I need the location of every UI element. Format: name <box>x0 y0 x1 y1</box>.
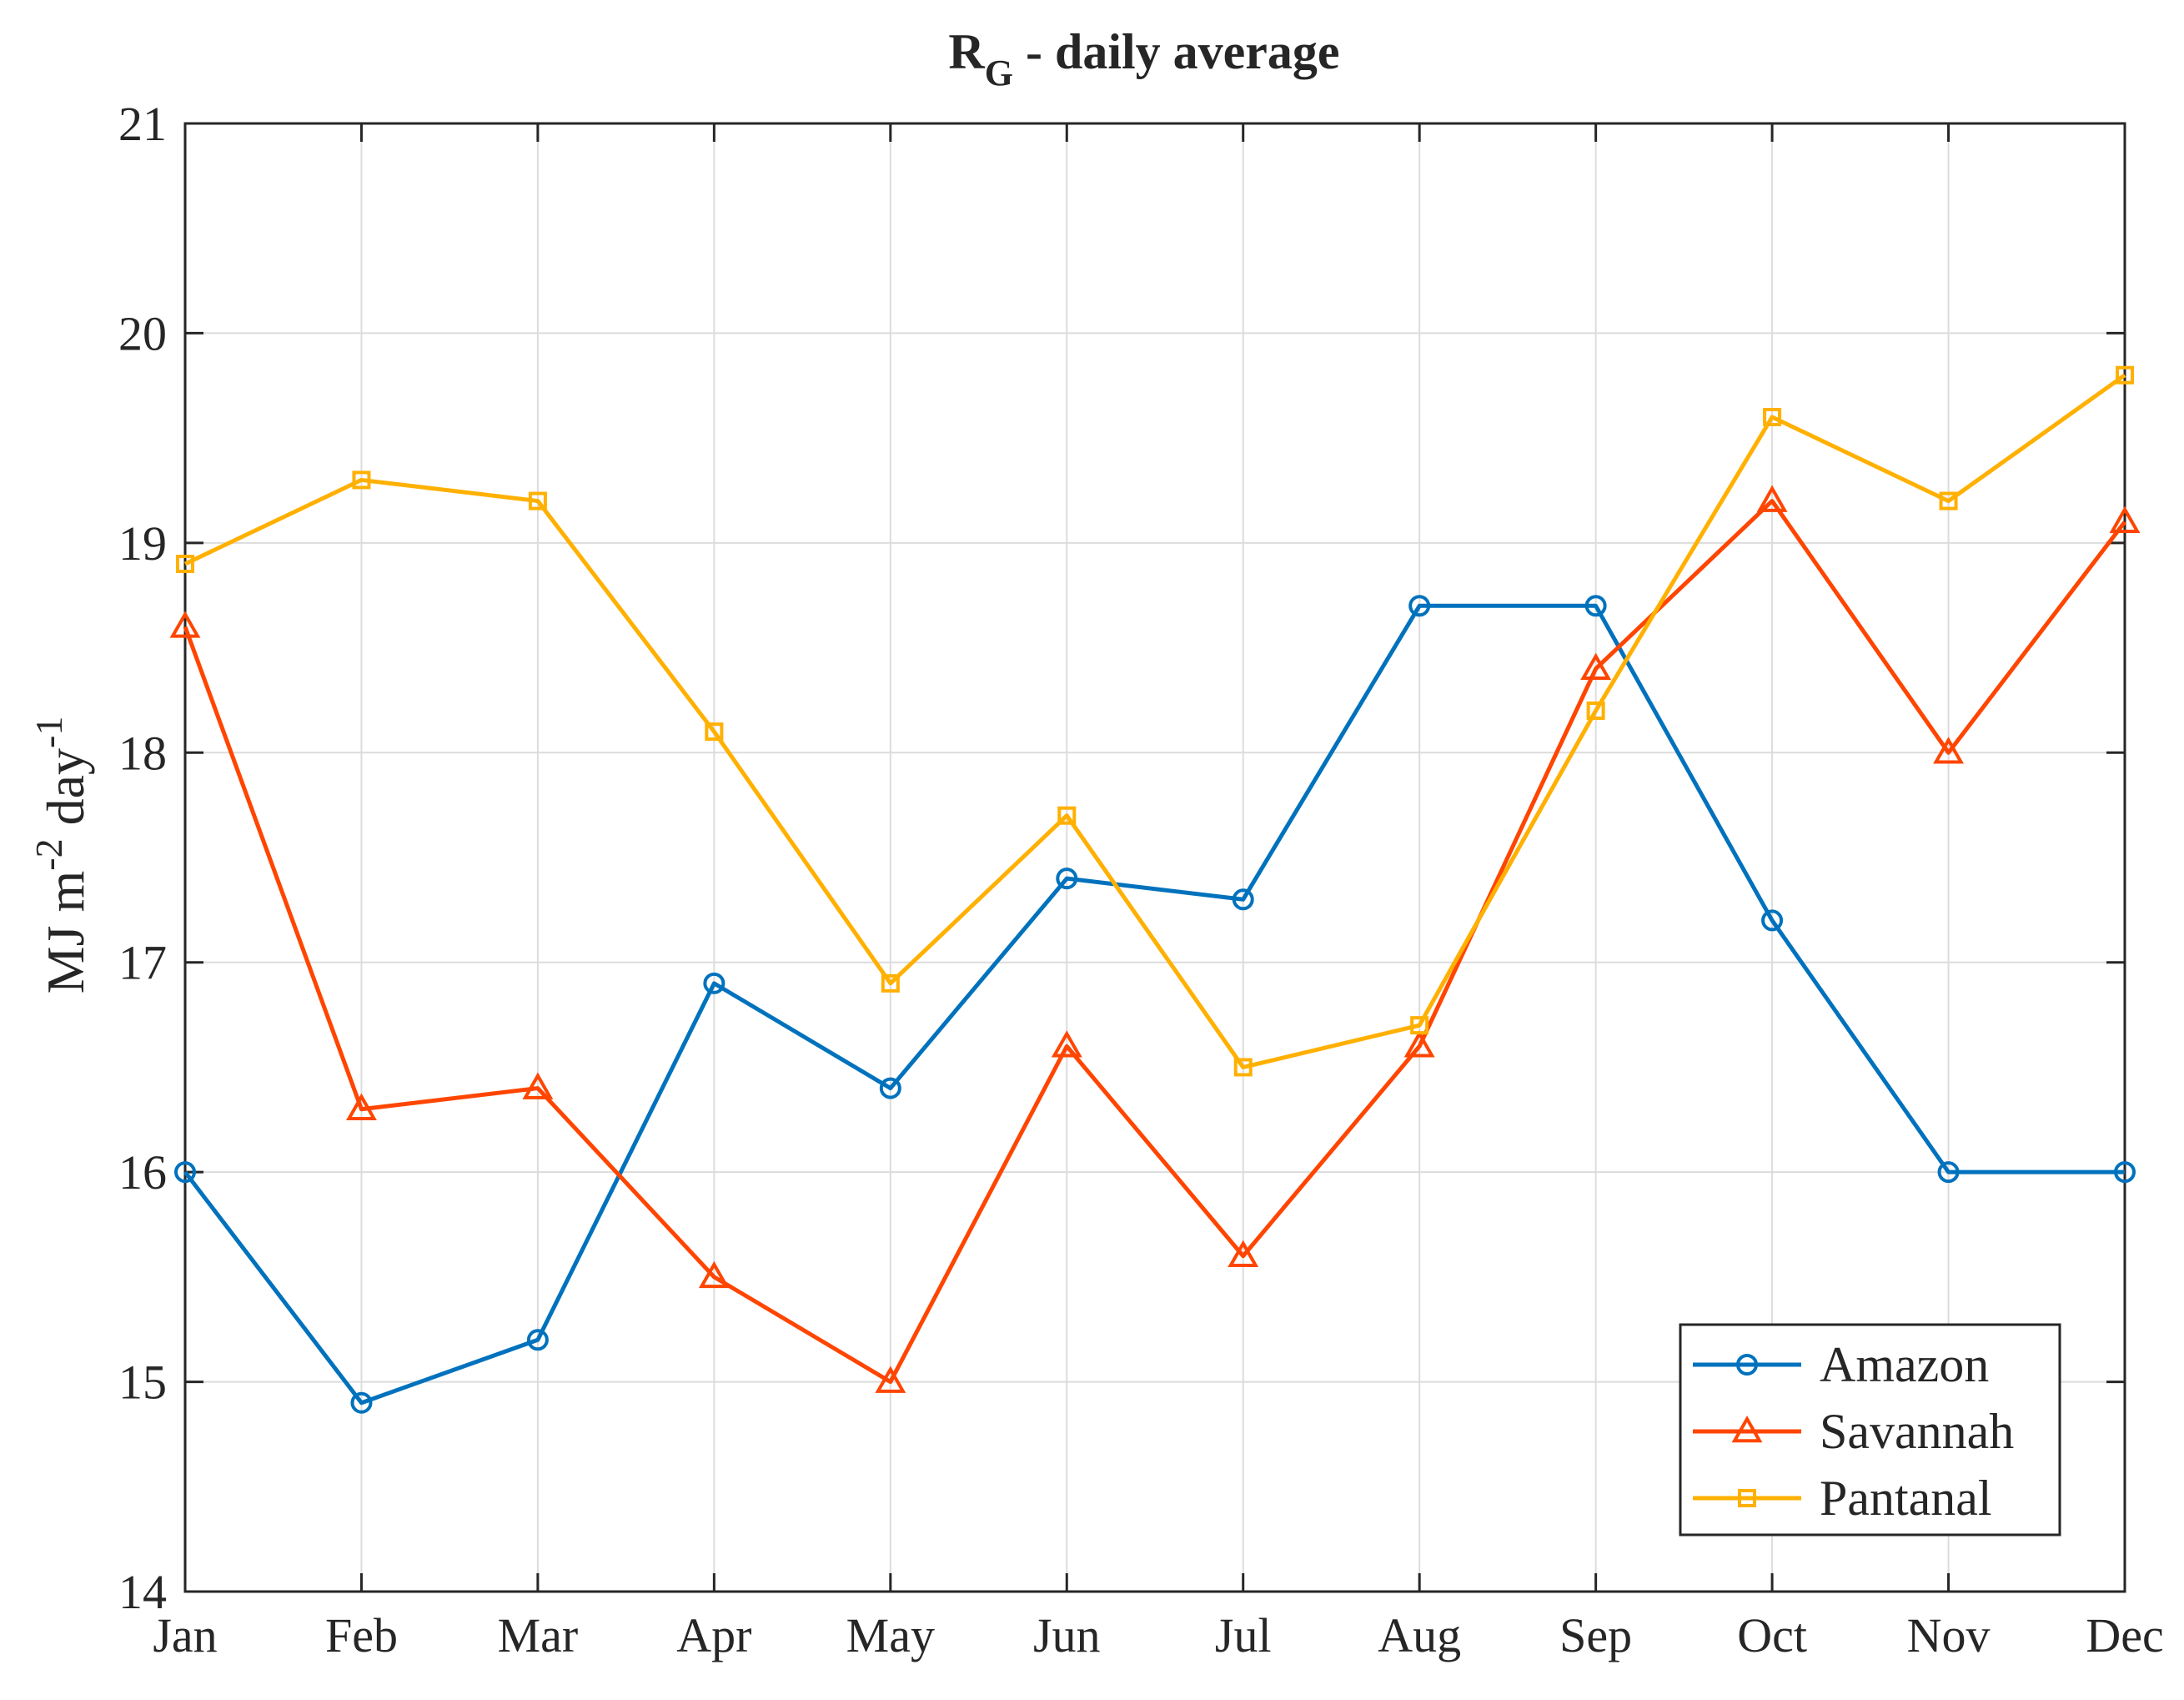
y-tick-label: 16 <box>118 1145 167 1200</box>
data-point-amazon <box>1584 595 1607 617</box>
axes <box>183 122 2126 1593</box>
data-point-pantanal <box>1057 806 1077 825</box>
data-point-savannah <box>1051 1030 1082 1058</box>
data-point-amazon <box>703 972 725 994</box>
series-savannah <box>169 485 2141 1393</box>
data-point-pantanal <box>352 470 371 490</box>
x-tick-label: May <box>846 1608 935 1662</box>
x-tick-label: Apr <box>676 1608 751 1662</box>
data-point-amazon <box>1761 909 1784 932</box>
y-axis-label-part1: MJ m <box>36 871 95 994</box>
legend-marker <box>1736 1354 1758 1376</box>
legend-item-pantanal: Pantanal <box>1693 1471 1992 1526</box>
x-tick-label: Oct <box>1737 1608 1807 1662</box>
legend-item-amazon: Amazon <box>1693 1337 1989 1392</box>
series-line-amazon <box>183 603 2125 1406</box>
data-point-amazon <box>1937 1161 1960 1184</box>
legend: Amazon Savannah Pantanal <box>1679 1323 2061 1537</box>
data-point-pantanal <box>1233 1058 1253 1077</box>
y-tick-label: 18 <box>118 726 167 780</box>
y-axis-label: MJ m-2 day-1 <box>28 717 95 994</box>
data-point-pantanal <box>528 491 547 511</box>
data-point-savannah <box>698 1260 730 1289</box>
data-point-amazon <box>350 1391 373 1414</box>
legend-items: Amazon Savannah Pantanal <box>1693 1337 2014 1526</box>
y-tick-label: 19 <box>118 516 167 571</box>
y-tick-label: 20 <box>118 306 167 360</box>
y-axis-label-sup1: -2 <box>28 838 70 870</box>
data-point-savannah <box>1228 1240 1259 1267</box>
chart-title-subscript: G <box>985 53 1013 93</box>
data-point-amazon <box>1232 888 1254 911</box>
y-tick-label: 17 <box>118 936 167 990</box>
data-series <box>169 365 2141 1414</box>
x-tick-label: Sep <box>1559 1608 1632 1662</box>
data-point-pantanal <box>176 555 194 573</box>
data-point-pantanal <box>705 722 724 742</box>
y-tick-label: 15 <box>118 1355 167 1410</box>
legend-marker <box>1738 1489 1756 1507</box>
x-tick-label: Nov <box>1907 1608 1991 1662</box>
legend-marker <box>1731 1415 1763 1443</box>
series-line-savannah <box>183 499 2126 1385</box>
x-tick-label: Jan <box>153 1608 217 1662</box>
x-tick-label: Mar <box>498 1608 579 1662</box>
x-tick-label: Aug <box>1378 1608 1461 1662</box>
data-point-pantanal <box>2116 365 2134 385</box>
chart-title-main: R <box>948 24 985 79</box>
chart-title-rest: - daily average <box>1013 24 1340 79</box>
y-axis-label-part2: day <box>36 748 95 838</box>
x-tick-label: Feb <box>325 1608 398 1662</box>
data-point-amazon <box>879 1077 901 1099</box>
data-point-savannah <box>2109 505 2141 533</box>
x-tick-label: Jun <box>1033 1608 1101 1662</box>
data-point-pantanal <box>1586 702 1605 720</box>
y-axis-label-sup2: -1 <box>28 717 70 748</box>
data-point-pantanal <box>1939 491 1958 511</box>
legend-label: Pantanal <box>1820 1471 1992 1526</box>
data-point-pantanal <box>1763 408 1782 426</box>
tick-labels: Jan Feb Mar Apr May Jun Jul Aug Sep Oct Nov Dec 14 15… <box>118 97 2164 1662</box>
plot-area-border <box>183 122 2126 1593</box>
data-point-amazon <box>174 1161 196 1184</box>
data-point-amazon <box>2114 1161 2136 1184</box>
series-amazon <box>174 595 2136 1414</box>
series-pantanal <box>176 365 2134 1077</box>
data-point-savannah <box>875 1366 906 1393</box>
data-point-savannah <box>169 611 201 638</box>
legend-label: Savannah <box>1820 1404 2014 1459</box>
data-point-pantanal <box>881 973 900 993</box>
data-point-savannah <box>1756 485 1788 512</box>
data-point-pantanal <box>1410 1016 1429 1035</box>
x-tick-label: Dec <box>2086 1608 2163 1662</box>
data-point-amazon <box>526 1329 549 1351</box>
data-point-amazon <box>1056 868 1078 890</box>
data-point-savannah <box>522 1072 554 1099</box>
data-point-amazon <box>1408 595 1431 617</box>
data-point-savannah <box>346 1093 377 1120</box>
y-tick-label: 21 <box>118 97 167 151</box>
legend-item-savannah: Savannah <box>1693 1404 2014 1459</box>
data-point-savannah <box>1933 737 1964 764</box>
legend-label: Amazon <box>1820 1337 1989 1392</box>
y-tick-label: 14 <box>118 1565 167 1619</box>
chart-title: RG - daily average <box>948 24 1339 93</box>
data-point-savannah <box>1403 1030 1435 1058</box>
x-tick-label: Jul <box>1215 1608 1272 1662</box>
data-point-savannah <box>1580 652 1612 680</box>
series-line-pantanal <box>183 373 2126 1069</box>
